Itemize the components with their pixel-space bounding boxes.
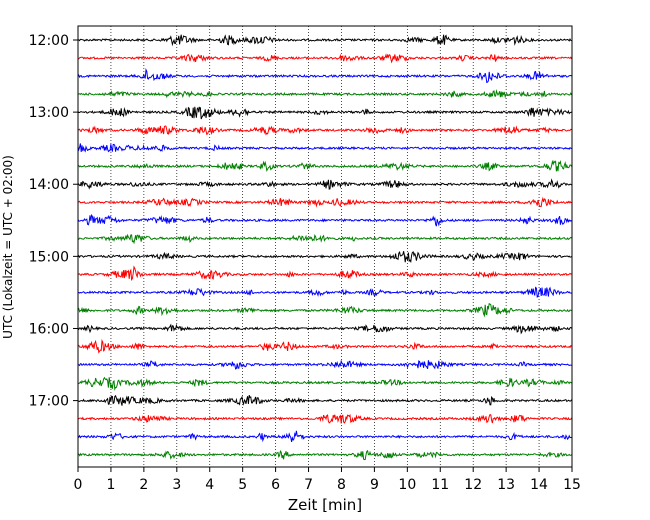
trace-line	[77, 413, 573, 424]
y-tick-label: 12:00	[29, 33, 69, 49]
seismogram-traces	[77, 34, 573, 461]
x-axis: 0 1 2 3 4 5 6 7 8 9 10 11 12 13 14 15	[74, 467, 581, 493]
trace-line	[77, 394, 573, 406]
trace-line	[77, 106, 572, 120]
trace-line	[77, 323, 572, 335]
trace-line	[77, 430, 572, 443]
x-tick-label: 11	[431, 477, 449, 493]
trace-line	[77, 359, 572, 370]
trace-line	[77, 213, 572, 227]
x-tick-label: 14	[530, 477, 548, 493]
x-tick-label: 8	[337, 477, 346, 493]
trace-line	[77, 196, 572, 208]
plot-frame	[77, 25, 573, 468]
trace-line	[77, 302, 572, 318]
y-tick-label: 14:00	[29, 177, 69, 193]
x-tick-label: 4	[205, 477, 214, 493]
trace-line	[77, 376, 572, 391]
x-tick-label: 5	[238, 477, 247, 493]
x-tick-label: 10	[398, 477, 416, 493]
trace-line	[77, 251, 572, 264]
x-tick-label: 15	[563, 477, 581, 493]
trace-line	[77, 233, 572, 245]
y-tick-label: 13:00	[29, 105, 69, 121]
x-tick-label: 0	[74, 477, 83, 493]
trace-line	[77, 143, 572, 153]
trace-line	[77, 449, 572, 461]
trace-line	[77, 68, 572, 84]
y-tick-label: 15:00	[29, 249, 69, 265]
y-tick-label: 17:00	[29, 394, 69, 410]
trace-line	[77, 125, 572, 136]
trace-line	[77, 159, 573, 172]
x-tick-label: 9	[370, 477, 379, 493]
y-tick-label: 16:00	[29, 321, 69, 337]
x-tick-label: 7	[304, 477, 313, 493]
trace-line	[77, 89, 573, 99]
trace-line	[77, 286, 572, 298]
x-axis-label: Zeit [min]	[288, 496, 362, 514]
trace-line	[77, 178, 572, 190]
x-tick-label: 1	[106, 477, 115, 493]
y-axis-label: UTC (Lokalzeit = UTC + 02:00)	[1, 155, 15, 339]
x-tick-label: 12	[464, 477, 482, 493]
trace-line	[77, 34, 572, 47]
x-tick-label: 3	[172, 477, 181, 493]
trace-line	[77, 53, 573, 64]
y-axis: 12:00 13:00 14:00 15:00 16:00 17:00	[29, 33, 78, 410]
x-tick-label: 13	[497, 477, 515, 493]
x-tick-label: 6	[271, 477, 280, 493]
trace-line	[77, 339, 572, 354]
x-tick-label: 2	[139, 477, 148, 493]
trace-line	[77, 265, 572, 281]
